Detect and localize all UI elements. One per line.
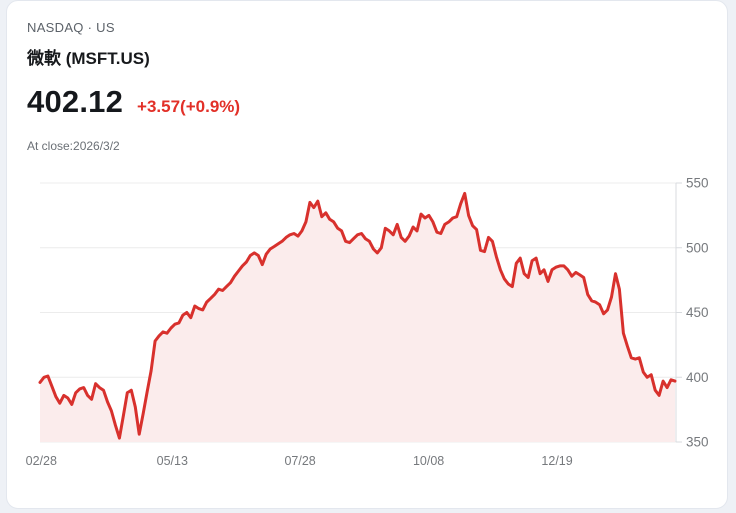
y-tick-label: 400 — [686, 370, 709, 385]
y-tick-label: 500 — [686, 240, 709, 255]
x-tick-label: 02/28 — [26, 454, 57, 468]
y-tick-label: 550 — [686, 176, 709, 191]
price-area — [40, 193, 675, 442]
x-tick-label: 10/08 — [413, 454, 444, 468]
as-of-note: At close:2026/3/2 — [27, 139, 120, 153]
x-tick-label: 07/28 — [284, 454, 315, 468]
x-tick-label: 12/19 — [541, 454, 572, 468]
price-change: +3.57(+0.9%) — [137, 97, 241, 116]
y-tick-label: 350 — [686, 435, 709, 450]
price-chart[interactable]: 550 500 450 400 350 02/28 05/13 07/28 10/08 12/19 — [0, 168, 736, 478]
x-tick-label: 05/13 — [157, 454, 188, 468]
price-row: 402.12 +3.57(+0.9%) — [27, 84, 240, 120]
exchange-label: NASDAQ · US — [27, 20, 115, 35]
y-tick-label: 450 — [686, 305, 709, 320]
stock-title: 微軟 (MSFT.US) — [27, 49, 150, 68]
price-line — [38, 191, 677, 440]
price-value: 402.12 — [27, 84, 124, 119]
